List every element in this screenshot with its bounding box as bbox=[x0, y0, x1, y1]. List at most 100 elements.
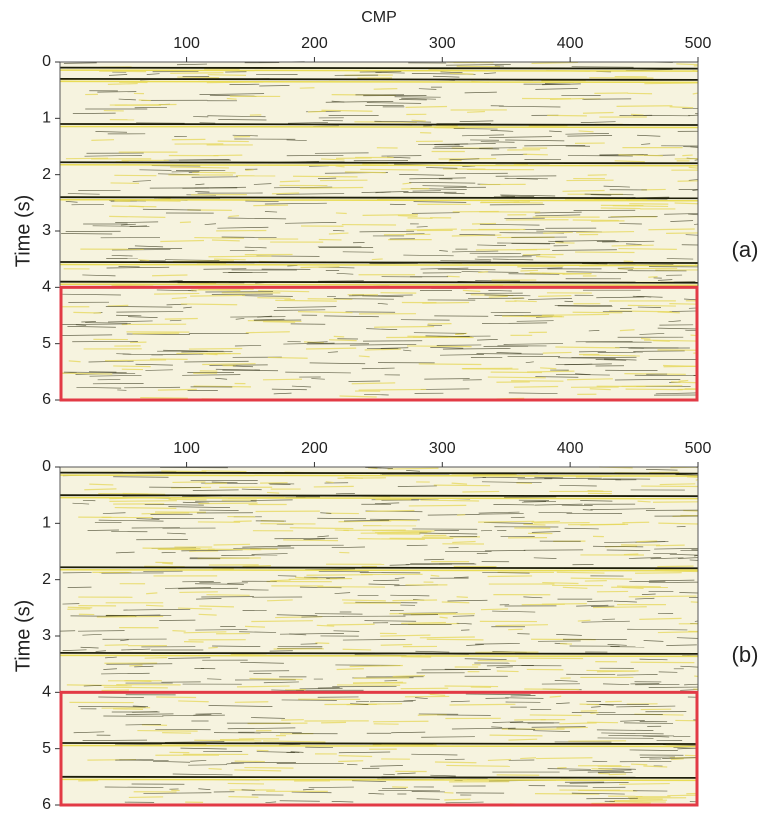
texture-stroke bbox=[362, 214, 418, 216]
texture-stroke bbox=[333, 630, 360, 632]
texture-stroke bbox=[182, 501, 210, 504]
texture-stroke bbox=[503, 343, 564, 345]
texture-stroke bbox=[535, 214, 581, 217]
texture-stroke bbox=[289, 527, 354, 530]
texture-stroke bbox=[233, 520, 252, 523]
texture-stroke bbox=[380, 643, 413, 646]
texture-stroke bbox=[409, 177, 466, 180]
texture-stroke bbox=[134, 665, 154, 668]
texture-stroke bbox=[328, 232, 349, 235]
texture-stroke bbox=[212, 645, 261, 647]
texture-stroke bbox=[446, 275, 460, 278]
panel-label: (b) bbox=[732, 642, 759, 667]
texture-stroke bbox=[394, 577, 405, 579]
texture-stroke bbox=[420, 388, 470, 390]
texture-stroke bbox=[125, 724, 161, 726]
texture-stroke bbox=[479, 513, 524, 515]
texture-stroke bbox=[642, 735, 670, 738]
texture-stroke bbox=[227, 782, 265, 785]
texture-stroke bbox=[109, 500, 177, 502]
texture-stroke bbox=[403, 254, 454, 257]
texture-stroke bbox=[193, 385, 252, 388]
texture-stroke bbox=[142, 208, 201, 211]
texture-stroke bbox=[523, 596, 543, 599]
texture-stroke bbox=[656, 544, 685, 547]
texture-stroke bbox=[451, 727, 516, 730]
texture-stroke bbox=[60, 372, 113, 375]
texture-stroke bbox=[432, 75, 460, 78]
texture-stroke bbox=[688, 213, 699, 216]
texture-stroke bbox=[242, 295, 293, 297]
texture-stroke bbox=[623, 553, 639, 556]
texture-stroke bbox=[616, 705, 676, 708]
texture-stroke bbox=[78, 630, 125, 632]
texture-stroke bbox=[437, 268, 496, 271]
texture-stroke bbox=[446, 64, 511, 66]
texture-stroke bbox=[368, 793, 385, 795]
texture-stroke bbox=[543, 231, 573, 234]
texture-stroke bbox=[627, 628, 688, 631]
texture-stroke bbox=[459, 234, 496, 236]
texture-stroke bbox=[556, 702, 570, 704]
y-tick-label: 6 bbox=[42, 796, 51, 813]
texture-stroke bbox=[300, 266, 340, 269]
texture-stroke bbox=[364, 393, 389, 396]
texture-stroke bbox=[327, 351, 338, 353]
texture-stroke bbox=[67, 326, 116, 328]
texture-stroke bbox=[249, 677, 303, 681]
texture-stroke bbox=[245, 331, 290, 334]
reflector-halo bbox=[59, 125, 699, 129]
texture-stroke bbox=[202, 363, 256, 366]
texture-stroke bbox=[226, 97, 237, 100]
texture-stroke bbox=[454, 142, 496, 145]
texture-stroke bbox=[534, 211, 582, 214]
texture-stroke bbox=[609, 800, 666, 803]
texture-stroke bbox=[619, 782, 670, 785]
texture-stroke bbox=[496, 666, 513, 668]
texture-stroke bbox=[65, 157, 109, 160]
texture-stroke bbox=[214, 258, 246, 261]
texture-stroke bbox=[192, 171, 236, 174]
texture-stroke bbox=[676, 63, 699, 66]
texture-stroke bbox=[82, 739, 148, 741]
texture-stroke bbox=[403, 699, 416, 702]
texture-stroke bbox=[680, 665, 699, 668]
texture-stroke bbox=[116, 314, 142, 317]
y-axis-label: Time (s) bbox=[12, 195, 34, 268]
texture-stroke bbox=[111, 255, 133, 257]
texture-stroke bbox=[591, 768, 613, 771]
texture-stroke bbox=[401, 97, 436, 100]
texture-stroke bbox=[533, 730, 570, 732]
y-tick-label: 2 bbox=[42, 166, 51, 183]
texture-stroke bbox=[658, 522, 699, 525]
reflector-halo bbox=[59, 654, 699, 658]
texture-stroke bbox=[677, 747, 699, 750]
texture-stroke bbox=[371, 258, 383, 261]
texture-stroke bbox=[285, 222, 337, 224]
texture-stroke bbox=[627, 304, 676, 307]
texture-stroke bbox=[95, 131, 128, 133]
y-tick-label: 6 bbox=[42, 391, 51, 408]
texture-stroke bbox=[290, 751, 304, 753]
plot-background bbox=[60, 62, 698, 400]
seismic-texture bbox=[60, 466, 699, 806]
texture-stroke bbox=[247, 319, 302, 323]
texture-stroke bbox=[477, 659, 517, 662]
texture-stroke bbox=[683, 509, 699, 512]
texture-stroke bbox=[572, 219, 619, 222]
texture-stroke bbox=[580, 500, 613, 502]
texture-stroke bbox=[206, 594, 250, 596]
texture-stroke bbox=[359, 230, 415, 233]
texture-stroke bbox=[338, 520, 392, 523]
highlight-box bbox=[59, 285, 699, 402]
texture-stroke bbox=[614, 160, 645, 163]
texture-stroke bbox=[595, 359, 627, 361]
y-tick-label: 1 bbox=[42, 515, 51, 532]
texture-stroke bbox=[271, 388, 307, 391]
texture-stroke bbox=[226, 762, 245, 765]
texture-stroke bbox=[146, 73, 160, 75]
texture-stroke bbox=[420, 499, 480, 502]
texture-stroke bbox=[491, 153, 528, 156]
texture-stroke bbox=[631, 763, 648, 766]
texture-stroke bbox=[170, 166, 229, 169]
